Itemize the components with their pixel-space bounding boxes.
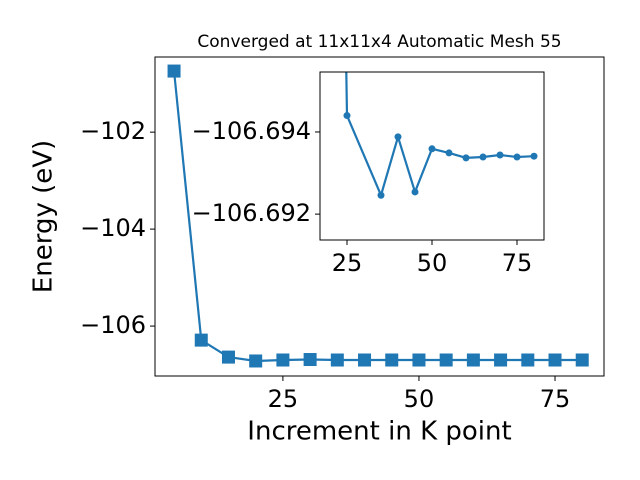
data-point (575, 353, 589, 367)
data-point (466, 353, 480, 367)
axes-frame (319, 71, 545, 241)
y-tick-label: −106.692 (192, 199, 311, 227)
data-point (303, 353, 317, 367)
plot-content (167, 64, 589, 368)
data-point (439, 353, 453, 367)
data-point (276, 353, 290, 367)
y-tick-label: −104 (80, 214, 146, 242)
data-point (394, 133, 402, 141)
data-point (496, 151, 504, 159)
series-line (172, 70, 583, 363)
y-tick-label: −102 (80, 117, 146, 145)
data-point (343, 112, 351, 120)
data-point (513, 153, 521, 161)
plot-content (343, 72, 538, 199)
data-point (494, 353, 508, 367)
x-tick-label: 75 (502, 249, 533, 277)
data-point (249, 354, 263, 368)
data-point (462, 154, 470, 162)
data-point (358, 353, 372, 367)
data-point (428, 145, 436, 153)
data-point (330, 353, 344, 367)
data-point (530, 152, 538, 160)
y-tick-label: −106 (80, 311, 146, 339)
x-tick-label: 50 (417, 249, 448, 277)
x-tick-label: 25 (332, 249, 363, 277)
x-tick-label: 25 (268, 385, 299, 413)
data-point (479, 153, 487, 161)
data-point (167, 64, 181, 78)
data-point (548, 353, 562, 367)
data-point (377, 191, 385, 199)
axes-frame (154, 56, 605, 377)
data-point (521, 353, 535, 367)
y-tick-label: −106.694 (192, 117, 311, 145)
data-point (445, 149, 453, 157)
data-point (411, 188, 419, 196)
chart-title: Converged at 11x11x4 Automatic Mesh 55 (197, 32, 561, 52)
data-point (221, 350, 235, 364)
y-axis-label: Energy (eV) (29, 140, 59, 293)
x-tick-label: 50 (404, 385, 435, 413)
data-point (194, 333, 208, 347)
data-point (412, 353, 426, 367)
x-axis-label: Increment in K point (247, 417, 511, 447)
x-tick-label: 75 (540, 385, 571, 413)
data-point (385, 353, 399, 367)
